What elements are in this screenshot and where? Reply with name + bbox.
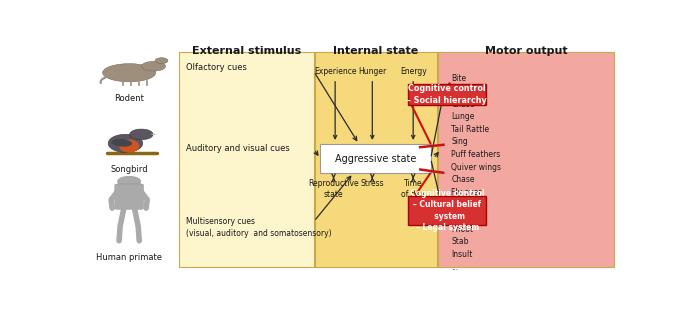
Text: Human primate: Human primate [96, 253, 162, 262]
Text: External stimulus: External stimulus [192, 46, 301, 56]
Text: Auditory and visual cues: Auditory and visual cues [186, 144, 290, 154]
Bar [179, 52, 314, 268]
Text: Olfactory cues: Olfactory cues [186, 63, 247, 73]
Bar [408, 84, 486, 106]
Ellipse shape [103, 64, 155, 82]
Text: Internal state: Internal state [334, 46, 419, 56]
Ellipse shape [142, 61, 166, 71]
Text: Multisensory cues
(visual, auditory  and somatosensory): Multisensory cues (visual, auditory and … [186, 217, 332, 238]
Ellipse shape [108, 134, 142, 152]
Text: Songbird: Songbird [110, 165, 148, 174]
Bar [438, 52, 614, 268]
Bar [315, 52, 437, 268]
Ellipse shape [112, 139, 132, 147]
Text: Stress: Stress [360, 179, 384, 188]
Polygon shape [151, 134, 158, 135]
Text: Aggressive state: Aggressive state [335, 154, 416, 164]
FancyBboxPatch shape [115, 184, 143, 209]
Text: Hunger: Hunger [358, 68, 386, 76]
Text: Sing
Puff feathers
Quiver wings
Chase
Fly over: Sing Puff feathers Quiver wings Chase Fl… [451, 137, 501, 197]
Text: Bite
Push
Chase
Lunge
Tail Rattle: Bite Push Chase Lunge Tail Rattle [451, 74, 490, 134]
Text: Energy: Energy [400, 68, 427, 76]
Bar [408, 196, 486, 225]
Text: Punch
Shoot
Stab
Insult
...: Punch Shoot Stab Insult ... [451, 212, 475, 272]
Circle shape [129, 129, 153, 140]
Circle shape [117, 176, 141, 187]
Text: Reproductive
state: Reproductive state [308, 179, 359, 199]
Text: Experience: Experience [314, 68, 356, 76]
Text: Time
of day: Time of day [401, 179, 425, 199]
Bar [321, 144, 431, 173]
Text: Rodent: Rodent [114, 95, 144, 104]
Text: Motor output: Motor output [485, 46, 568, 56]
Text: Cognitive control
– Social hierarchy: Cognitive control – Social hierarchy [408, 84, 487, 105]
Text: Cognitive control
– Cultural belief
  system
– Legal system: Cognitive control – Cultural belief syst… [410, 189, 484, 232]
Circle shape [155, 58, 168, 63]
Ellipse shape [119, 139, 139, 153]
